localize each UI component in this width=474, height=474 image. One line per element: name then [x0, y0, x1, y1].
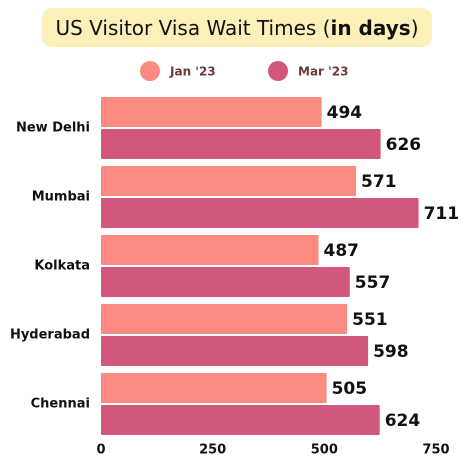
bar	[101, 129, 381, 159]
x-tick-label: 750	[422, 443, 449, 458]
legend-swatch	[268, 61, 288, 81]
value-label: 711	[424, 204, 460, 224]
value-label: 598	[373, 342, 409, 362]
chart-title: US Visitor Visa Wait Times (in days)	[55, 16, 418, 40]
legend-label: Jan '23	[169, 65, 216, 79]
bar	[101, 373, 327, 403]
title-part: in days	[330, 16, 410, 40]
value-label: 505	[332, 379, 368, 399]
bar	[101, 336, 369, 366]
title-part: US Visitor Visa Wait Times (	[55, 16, 330, 40]
value-label: 494	[327, 103, 363, 123]
bar	[101, 97, 322, 127]
y-tick-label: New Delhi	[16, 121, 90, 136]
value-label: 624	[385, 411, 421, 431]
title-part: )	[411, 16, 419, 40]
y-tick-label: Kolkata	[34, 259, 90, 274]
x-tick-label: 250	[199, 443, 226, 458]
value-label: 551	[352, 310, 388, 330]
y-tick-label: Mumbai	[32, 190, 90, 205]
bar	[101, 267, 350, 297]
value-label: 571	[361, 172, 397, 192]
legend-label: Mar '23	[298, 65, 349, 79]
bar	[101, 166, 357, 196]
y-tick-label: Hyderabad	[10, 328, 90, 343]
bar	[101, 198, 419, 228]
legend-swatch	[140, 61, 160, 81]
title-box	[42, 8, 432, 47]
value-label: 557	[355, 273, 391, 293]
x-tick-label: 500	[311, 443, 338, 458]
bar	[101, 304, 348, 334]
y-tick-label: Chennai	[31, 397, 90, 412]
value-label: 626	[386, 135, 422, 155]
bar	[101, 235, 319, 265]
value-label: 487	[324, 241, 360, 261]
bar	[101, 405, 380, 435]
x-tick-label: 0	[96, 443, 105, 458]
